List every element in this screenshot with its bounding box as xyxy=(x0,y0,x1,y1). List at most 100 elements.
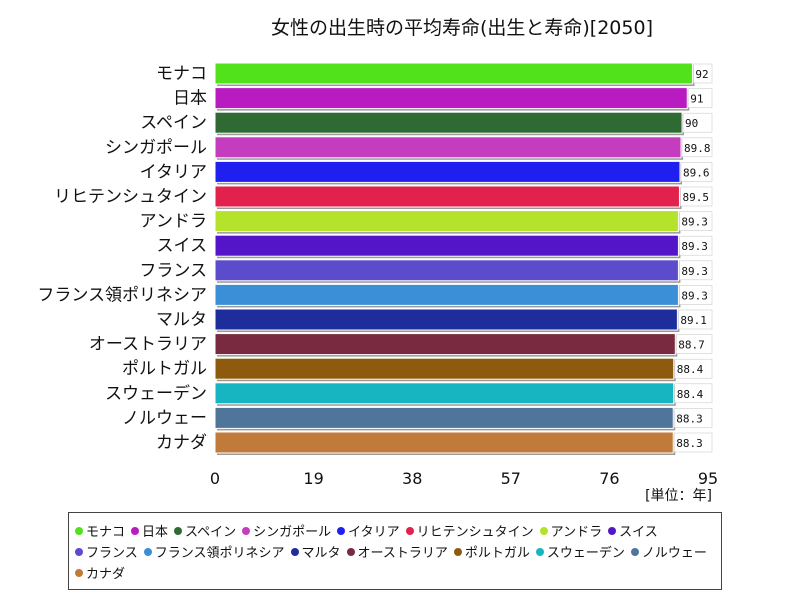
value-label-box xyxy=(687,88,713,108)
value-label-box xyxy=(679,260,713,281)
value-label: 88.4 xyxy=(677,388,704,401)
bar xyxy=(214,333,676,356)
legend-label: フランス xyxy=(86,546,138,561)
value-label: 89.5 xyxy=(682,191,709,204)
legend-marker-icon xyxy=(75,547,83,556)
legend-item: ノルウェー xyxy=(630,541,707,562)
legend-item: スイス xyxy=(608,520,658,541)
legend-marker-icon xyxy=(405,526,414,535)
value-label: 89.3 xyxy=(681,216,708,229)
legend-label: ポルトガル xyxy=(464,546,530,561)
category-label: カナダ xyxy=(156,433,207,453)
value-label-box xyxy=(680,186,713,207)
legend-marker-icon xyxy=(143,547,152,556)
value-label: 90 xyxy=(685,117,698,130)
legend-item: スペイン xyxy=(174,520,236,541)
legend-marker-icon xyxy=(75,526,83,535)
value-label: 89.8 xyxy=(684,142,711,155)
bar xyxy=(214,357,675,380)
legend-label: シンガポール xyxy=(253,525,332,540)
value-label-box xyxy=(676,334,713,354)
bar xyxy=(214,382,675,405)
category-labels: モナコ日本スペインシンガポールイタリアリヒテンシュタインアンドラスイスフランスフ… xyxy=(37,64,207,453)
legend-marker-icon xyxy=(608,526,617,535)
legend-marker-icon xyxy=(75,568,83,577)
bars-group xyxy=(214,62,695,455)
legend-label: スイス xyxy=(619,525,658,540)
legend-item: アンドラ xyxy=(539,520,603,541)
bar xyxy=(214,136,682,159)
category-label: スペイン xyxy=(140,113,207,133)
legend-label: カナダ xyxy=(86,567,126,582)
x-tick-label: 38 xyxy=(402,469,422,488)
legend-item: スウェーデン xyxy=(535,541,625,562)
value-label-box xyxy=(673,432,713,453)
legend-marker-icon xyxy=(346,547,355,556)
unit-label: [単位：年] xyxy=(645,488,712,504)
legend-label: マルタ xyxy=(301,546,341,561)
value-label-box xyxy=(680,162,713,182)
value-label-box xyxy=(681,137,713,158)
x-tick-label: 57 xyxy=(501,469,521,488)
bar xyxy=(214,308,678,331)
legend-item: フランス領ポリネシア xyxy=(143,541,285,562)
legend-item: ポルトガル xyxy=(453,541,530,562)
value-label: 88.3 xyxy=(676,437,703,450)
value-label-box xyxy=(679,285,713,305)
bar xyxy=(214,431,674,454)
x-axis-ticks: 0 19 38 57 76 95 xyxy=(210,469,718,488)
legend-label: オーストラリア xyxy=(357,546,448,561)
legend-marker-icon xyxy=(539,526,548,535)
value-label-box xyxy=(673,408,713,428)
category-label: シンガポール xyxy=(105,138,207,158)
legend-label: イタリア xyxy=(348,525,400,540)
bar xyxy=(214,210,679,233)
legend-label: スペイン xyxy=(185,525,237,540)
bar xyxy=(214,111,683,134)
category-label: イタリア xyxy=(140,162,207,182)
legend-marker-icon xyxy=(131,526,140,535)
x-tick-label: 19 xyxy=(303,469,323,488)
value-label: 91 xyxy=(690,93,703,106)
value-label: 88.7 xyxy=(678,339,705,352)
category-label: フランス領ポリネシア xyxy=(37,285,207,305)
legend-item: マルタ xyxy=(290,541,341,562)
legend-item: シンガポール xyxy=(242,520,331,541)
bar xyxy=(214,234,679,257)
chart-title: 女性の出生時の平均寿命(出生と寿命)[2050] xyxy=(271,17,653,39)
legend-item: イタリア xyxy=(337,520,400,541)
bar xyxy=(214,160,681,183)
value-label: 89.6 xyxy=(683,166,710,179)
value-label-box xyxy=(674,358,713,379)
legend-marker-icon xyxy=(630,547,639,556)
bar xyxy=(214,87,688,110)
category-label: ポルトガル xyxy=(122,359,207,379)
value-label: 89.3 xyxy=(681,240,708,253)
legend-label: ノルウェー xyxy=(641,546,707,561)
legend-item: オーストラリア xyxy=(346,541,448,562)
legend-item: リヒテンシュタイン xyxy=(405,520,534,541)
legend-label: フランス領ポリネシア xyxy=(154,546,285,561)
value-label-box xyxy=(679,211,713,231)
legend-item: 日本 xyxy=(131,520,168,541)
value-label-box xyxy=(674,383,713,404)
value-label-box xyxy=(678,309,713,330)
legend-marker-icon xyxy=(453,547,462,556)
category-label: モナコ xyxy=(156,64,207,84)
value-labels: 92 91 90 89.8 89.6 89.5 89.3 89.3 89.3 89.3 89.1 88… xyxy=(673,63,713,453)
value-label-box xyxy=(682,112,713,133)
value-label: 89.3 xyxy=(681,289,708,302)
x-tick-label: 95 xyxy=(698,469,718,488)
legend-label: リヒテンシュタイン xyxy=(416,525,534,540)
legend-marker-icon xyxy=(290,547,299,556)
value-label-box xyxy=(679,235,713,256)
x-tick-label: 0 xyxy=(210,469,220,488)
category-label: ノルウェー xyxy=(122,408,207,428)
legend-label: アンドラ xyxy=(550,525,603,540)
bar xyxy=(214,406,674,429)
legend-marker-icon xyxy=(174,526,183,535)
legend-label: 日本 xyxy=(142,525,169,540)
legend-item: フランス xyxy=(75,541,138,562)
legend-item: モナコ xyxy=(75,520,125,541)
legend: モナコ 日本 スペイン シンガポール イタリア リヒテンシュタイン アンドラ スイスフランス フ… xyxy=(68,512,722,590)
